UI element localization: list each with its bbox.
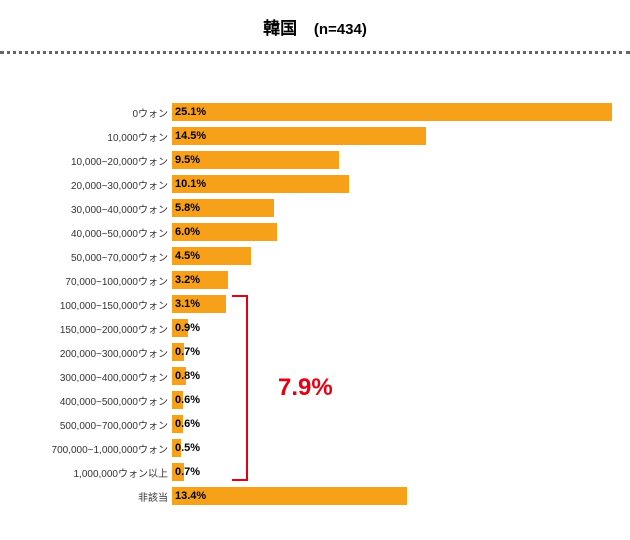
callout-bracket: [232, 295, 248, 481]
bar: 4.5%: [172, 247, 251, 265]
bar-row: 40,000~50,000ウォン6.0%: [10, 220, 620, 244]
value-label: 0.8%: [172, 370, 200, 382]
category-label: 70,000~100,000ウォン: [10, 273, 172, 288]
category-label: 40,000~50,000ウォン: [10, 225, 172, 240]
category-label: 700,000~1,000,000ウォン: [10, 441, 172, 456]
bar-wrap: 9.5%: [172, 151, 620, 169]
bar: 0.7%: [172, 463, 184, 481]
bar-wrap: 10.1%: [172, 175, 620, 193]
bar-row: 50,000~70,000ウォン4.5%: [10, 244, 620, 268]
value-label: 0.9%: [172, 322, 200, 334]
bar-row: 70,000~100,000ウォン3.2%: [10, 268, 620, 292]
bar: 0.6%: [172, 391, 183, 409]
bar-row: 100,000~150,000ウォン3.1%: [10, 292, 620, 316]
bar-row: 30,000~40,000ウォン5.8%: [10, 196, 620, 220]
value-label: 25.1%: [172, 106, 206, 118]
bar: 0.7%: [172, 343, 184, 361]
value-label: 6.0%: [172, 226, 200, 238]
category-label: 500,000~700,000ウォン: [10, 417, 172, 432]
bar-row: 10,000ウォン14.5%: [10, 124, 620, 148]
value-label: 4.5%: [172, 250, 200, 262]
bar-row: 700,000~1,000,000ウォン0.5%: [10, 436, 620, 460]
bar: 6.0%: [172, 223, 277, 241]
category-label: 100,000~150,000ウォン: [10, 297, 172, 312]
bar: 25.1%: [172, 103, 612, 121]
bar-wrap: 25.1%: [172, 103, 620, 121]
bar-row: 150,000~200,000ウォン0.9%: [10, 316, 620, 340]
category-label: 0ウォン: [10, 105, 172, 120]
bar: 14.5%: [172, 127, 426, 145]
bar-row: 10,000~20,000ウォン9.5%: [10, 148, 620, 172]
category-label: 30,000~40,000ウォン: [10, 201, 172, 216]
bar-wrap: 13.4%: [172, 487, 620, 505]
bar: 9.5%: [172, 151, 339, 169]
value-label: 5.8%: [172, 202, 200, 214]
value-label: 10.1%: [172, 178, 206, 190]
value-label: 0.7%: [172, 466, 200, 478]
bar: 3.2%: [172, 271, 228, 289]
bar-wrap: 5.8%: [172, 199, 620, 217]
bar-row: 500,000~700,000ウォン0.6%: [10, 412, 620, 436]
value-label: 14.5%: [172, 130, 206, 142]
category-label: 1,000,000ウォン以上: [10, 465, 172, 480]
value-label: 0.6%: [172, 394, 200, 406]
category-label: 400,000~500,000ウォン: [10, 393, 172, 408]
bar-wrap: 3.2%: [172, 271, 620, 289]
category-label: 150,000~200,000ウォン: [10, 321, 172, 336]
value-label: 3.2%: [172, 274, 200, 286]
chart-title: 韓国 (n=434): [0, 0, 630, 39]
bar-row: 非該当13.4%: [10, 484, 620, 508]
bar: 0.5%: [172, 439, 181, 457]
bar: 5.8%: [172, 199, 274, 217]
category-label: 50,000~70,000ウォン: [10, 249, 172, 264]
bar-row: 1,000,000ウォン以上0.7%: [10, 460, 620, 484]
value-label: 13.4%: [172, 490, 206, 502]
country-name: 韓国: [263, 19, 297, 38]
bar-wrap: 6.0%: [172, 223, 620, 241]
bar-wrap: 14.5%: [172, 127, 620, 145]
bar: 0.6%: [172, 415, 183, 433]
divider-dotted: [0, 51, 630, 54]
bar: 10.1%: [172, 175, 349, 193]
bar-row: 20,000~30,000ウォン10.1%: [10, 172, 620, 196]
bar: 3.1%: [172, 295, 226, 313]
value-label: 0.5%: [172, 442, 200, 454]
category-label: 200,000~300,000ウォン: [10, 345, 172, 360]
category-label: 300,000~400,000ウォン: [10, 369, 172, 384]
bar-row: 200,000~300,000ウォン0.7%: [10, 340, 620, 364]
category-label: 20,000~30,000ウォン: [10, 177, 172, 192]
bar-chart: 0ウォン25.1%10,000ウォン14.5%10,000~20,000ウォン9…: [10, 100, 620, 508]
sample-size: (n=434): [314, 21, 367, 38]
bar: 0.9%: [172, 319, 188, 337]
bar-row: 0ウォン25.1%: [10, 100, 620, 124]
category-label: 非該当: [10, 489, 172, 504]
value-label: 0.7%: [172, 346, 200, 358]
bar: 13.4%: [172, 487, 407, 505]
callout-label: 7.9%: [278, 374, 333, 402]
bar: 0.8%: [172, 367, 186, 385]
value-label: 9.5%: [172, 154, 200, 166]
bar-wrap: 4.5%: [172, 247, 620, 265]
category-label: 10,000ウォン: [10, 129, 172, 144]
category-label: 10,000~20,000ウォン: [10, 153, 172, 168]
value-label: 3.1%: [172, 298, 200, 310]
value-label: 0.6%: [172, 418, 200, 430]
